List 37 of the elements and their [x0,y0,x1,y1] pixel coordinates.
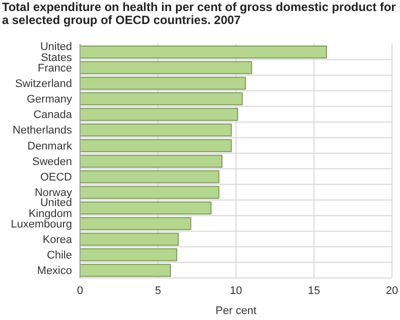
y-tick-label: Switzerland [15,78,72,90]
bar [80,248,178,262]
x-tick-label: 5 [154,284,162,297]
chart-title: Total expenditure on health in per cent of gross domestic product for a selected group of OECD countries. 2007 [2,0,397,27]
y-tick-label: Canada [33,109,73,122]
x-tick-label: 15 [308,284,320,297]
y-tick-label: Norway [34,187,72,200]
bar [80,108,238,121]
y-tick-label: Sweden [32,156,72,168]
x-tick-label: 10 [230,284,242,297]
bar [80,154,222,168]
y-tick-label: France [38,62,72,74]
y-tick-label: Luxembourg [10,218,72,230]
y-tick-label: Denmark [27,140,72,152]
bar [80,217,192,230]
y-tick-label: OECD [40,172,72,184]
y-tick-label: Germany [26,94,72,106]
x-tick-label: 0 [76,284,84,297]
bar [80,170,220,184]
bar [80,264,171,277]
y-tick-label: United Kingdom [28,197,72,220]
bar [80,124,232,136]
bar [80,186,220,199]
bar [80,139,232,152]
x-axis-title: Per cent [216,305,256,317]
y-tick-label: Netherlands [12,124,72,137]
bar [80,46,327,58]
bar [80,92,243,106]
y-tick-label: Chile [46,250,72,262]
bar [80,61,252,74]
x-tick-label: 20 [386,284,398,297]
y-tick-label: Korea [42,234,73,246]
y-tick-label: Mexico [37,265,72,278]
bar [80,202,212,214]
bar [80,232,179,246]
y-tick-label: United States [40,41,72,64]
bar [80,76,246,90]
